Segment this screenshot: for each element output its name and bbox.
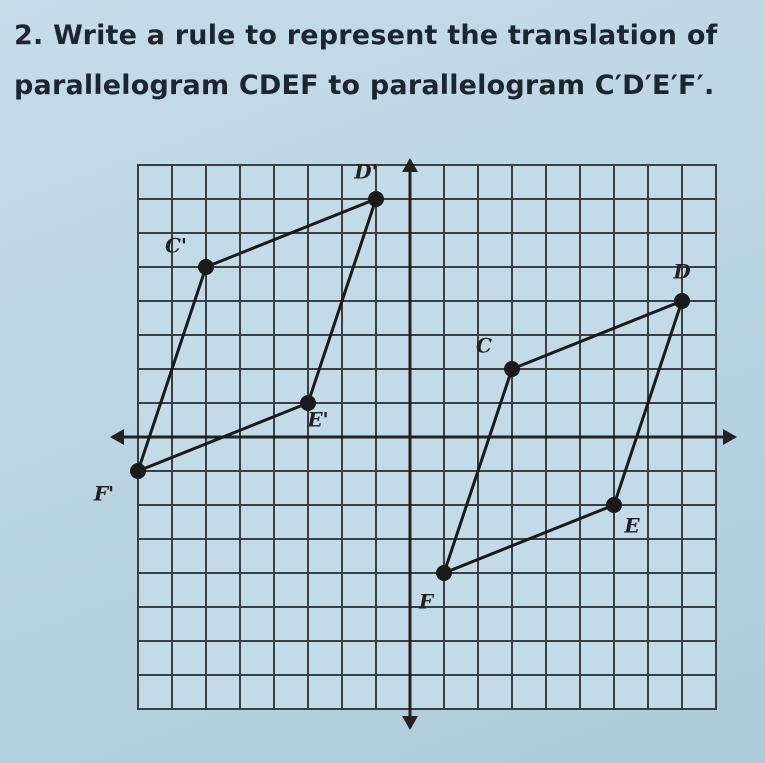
vertex-point	[606, 497, 622, 513]
question-number: 2.	[14, 20, 44, 51]
vertex-label: F	[418, 590, 435, 614]
vertex-point	[368, 191, 384, 207]
vertex-label: F'	[93, 482, 114, 506]
axis-arrow	[402, 158, 418, 172]
vertex-label: E	[623, 514, 640, 538]
question-line: 2. Write a rule to represent the transla…	[14, 20, 718, 51]
axis-arrow	[723, 429, 737, 445]
vertex-point	[300, 395, 316, 411]
vertex-point	[198, 259, 214, 275]
axis-arrow	[110, 429, 124, 445]
vertex-label: D	[672, 260, 691, 284]
vertex-point	[674, 293, 690, 309]
vertex-point	[130, 463, 146, 479]
vertex-label: C	[476, 334, 492, 358]
question-line: parallelogram CDEF to parallelogram C′D′…	[14, 70, 715, 101]
axis-arrow	[402, 716, 418, 730]
vertex-label: D'	[353, 160, 377, 184]
vertex-label: E'	[306, 408, 328, 432]
vertex-point	[504, 361, 520, 377]
question-text: Write a rule to represent the translatio…	[53, 20, 718, 51]
vertex-point	[436, 565, 452, 581]
vertex-label: C'	[165, 234, 187, 258]
